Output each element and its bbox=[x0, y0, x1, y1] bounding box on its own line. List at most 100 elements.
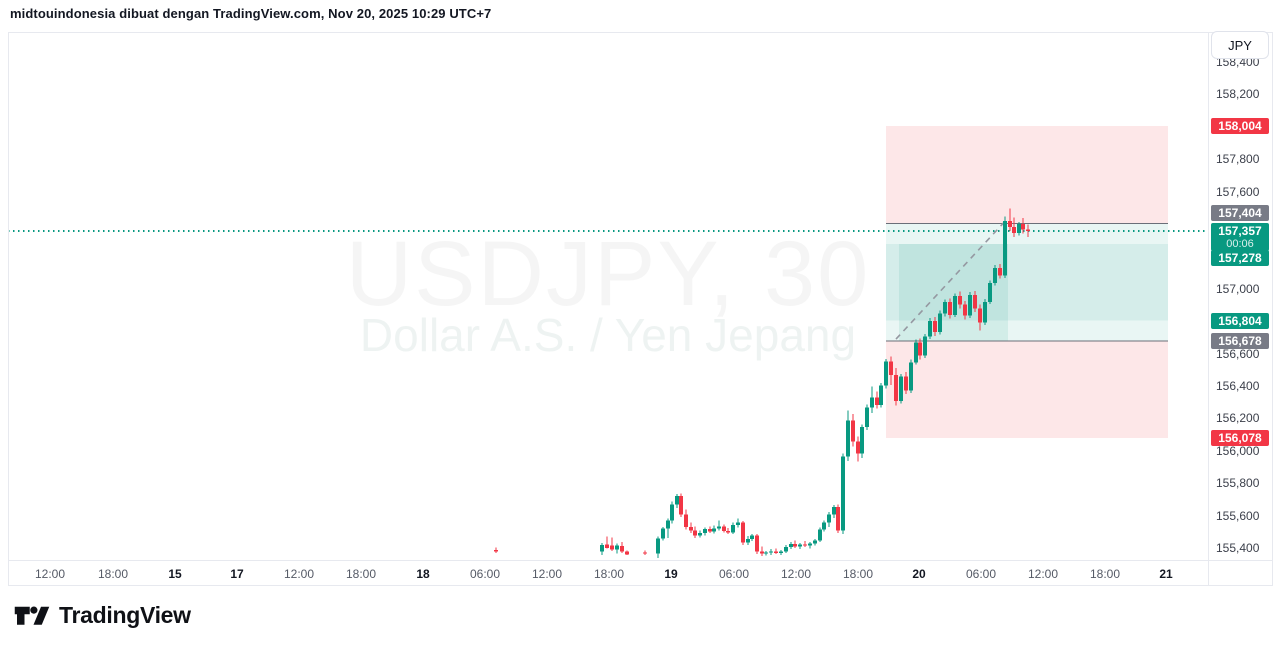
candle-down bbox=[963, 304, 967, 316]
candle-up bbox=[832, 507, 836, 515]
candle-up bbox=[675, 496, 679, 505]
candle-down bbox=[755, 535, 759, 552]
candle-down bbox=[684, 514, 688, 527]
candle-down bbox=[722, 526, 726, 531]
candle-up bbox=[813, 540, 817, 544]
candle-down bbox=[973, 294, 977, 309]
time-axis-label: 18:00 bbox=[97, 566, 129, 581]
candle-up bbox=[600, 545, 604, 552]
candle-up bbox=[884, 361, 888, 386]
time-axis-label: 06:00 bbox=[965, 566, 997, 581]
short-profit-zone[interactable] bbox=[886, 223, 1168, 321]
candle-up bbox=[914, 342, 918, 363]
candle-up bbox=[712, 528, 716, 532]
candle-down bbox=[1012, 226, 1016, 233]
price-axis-label: 155,400 bbox=[1216, 541, 1260, 556]
price-level-badge: 157,278 bbox=[1211, 250, 1269, 266]
candle-down bbox=[1008, 221, 1012, 227]
candle-down bbox=[1021, 224, 1025, 230]
candle-up bbox=[808, 543, 812, 546]
candle-up bbox=[822, 522, 826, 530]
time-axis-day-label: 21 bbox=[1159, 566, 1173, 581]
time-axis-label: 12:00 bbox=[780, 566, 812, 581]
candle-down bbox=[774, 551, 778, 553]
candle-down bbox=[948, 302, 952, 315]
candle-up bbox=[661, 528, 665, 539]
price-axis-label: 156,200 bbox=[1216, 411, 1260, 426]
candle-up bbox=[717, 526, 721, 529]
candle-up bbox=[750, 535, 754, 539]
candle-up bbox=[666, 520, 670, 529]
candle-down bbox=[741, 522, 745, 543]
candle-down bbox=[904, 376, 908, 391]
time-axis-label: 06:00 bbox=[718, 566, 750, 581]
candle-up bbox=[670, 504, 674, 521]
candle-down bbox=[889, 361, 893, 376]
price-level-badge: 156,678 bbox=[1211, 333, 1269, 349]
candle-down bbox=[643, 552, 647, 554]
candle-down bbox=[875, 397, 879, 406]
candle-down bbox=[1026, 229, 1030, 232]
time-axis-label: 18:00 bbox=[345, 566, 377, 581]
price-scale-divider bbox=[1208, 32, 1209, 586]
candle-down bbox=[679, 496, 683, 515]
candle-up bbox=[746, 538, 750, 543]
price-axis-label: 158,200 bbox=[1216, 87, 1260, 102]
candle-up bbox=[769, 551, 773, 553]
candle-up bbox=[938, 313, 942, 333]
trend-line[interactable] bbox=[895, 221, 1005, 340]
price-axis-label: 155,600 bbox=[1216, 508, 1260, 523]
candle-up bbox=[656, 538, 660, 554]
candle-down bbox=[726, 530, 730, 533]
time-axis-day-label: 20 bbox=[912, 566, 926, 581]
currency-unit-button[interactable]: JPY bbox=[1211, 31, 1269, 59]
time-axis-label: 18:00 bbox=[1089, 566, 1121, 581]
candle-up bbox=[928, 320, 932, 337]
price-scale[interactable]: 158,400 158,200 157,800 157,600 157,000 156,6… bbox=[1209, 32, 1273, 560]
candle-down bbox=[998, 267, 1002, 276]
bar-countdown: 00:06 bbox=[1226, 238, 1254, 250]
candle-up bbox=[968, 294, 972, 316]
candle-down bbox=[793, 543, 797, 547]
candle-up bbox=[798, 544, 802, 547]
time-scale[interactable]: 12:00 18:00 15 17 12:00 18:00 18 06:00 12:00 18:0… bbox=[8, 561, 1208, 586]
candle-up bbox=[764, 552, 768, 554]
candle-down bbox=[693, 530, 697, 536]
tradingview-logo-icon bbox=[14, 606, 50, 625]
price-axis-label: 157,800 bbox=[1216, 152, 1260, 167]
candle-down bbox=[918, 342, 922, 356]
price-level-badge: 156,078 bbox=[1211, 430, 1269, 447]
candle-up bbox=[703, 528, 707, 533]
candle-up bbox=[818, 529, 822, 541]
candle-up bbox=[943, 302, 947, 314]
time-axis-day-label: 15 bbox=[168, 566, 182, 581]
candle-up bbox=[988, 283, 992, 302]
candle-up bbox=[841, 456, 845, 531]
time-axis-day-label: 19 bbox=[664, 566, 678, 581]
candle-up bbox=[615, 545, 619, 550]
chart-frame bbox=[8, 32, 1273, 586]
price-axis-label: 156,400 bbox=[1216, 379, 1260, 394]
candle-up bbox=[923, 336, 927, 356]
candle-up bbox=[909, 362, 913, 391]
price-axis-label: 156,600 bbox=[1216, 346, 1260, 361]
price-axis-label: 157,000 bbox=[1216, 281, 1260, 296]
long-stop-zone[interactable] bbox=[886, 341, 1168, 439]
price-axis-label: 157,600 bbox=[1216, 184, 1260, 199]
candle-up bbox=[860, 427, 864, 454]
time-scale-divider bbox=[8, 560, 1273, 561]
short-stop-zone[interactable] bbox=[886, 126, 1168, 224]
time-axis-day-label: 17 bbox=[230, 566, 244, 581]
time-axis-label: 12:00 bbox=[283, 566, 315, 581]
candle-down bbox=[978, 308, 982, 323]
candle-down bbox=[689, 526, 693, 531]
candle-down bbox=[894, 375, 898, 401]
time-axis-label: 06:00 bbox=[469, 566, 501, 581]
candle-down bbox=[836, 507, 840, 531]
time-axis-label: 18:00 bbox=[593, 566, 625, 581]
time-axis-label: 12:00 bbox=[34, 566, 66, 581]
candle-up bbox=[827, 514, 831, 523]
candle-down bbox=[605, 544, 609, 549]
candle-down bbox=[620, 545, 624, 552]
